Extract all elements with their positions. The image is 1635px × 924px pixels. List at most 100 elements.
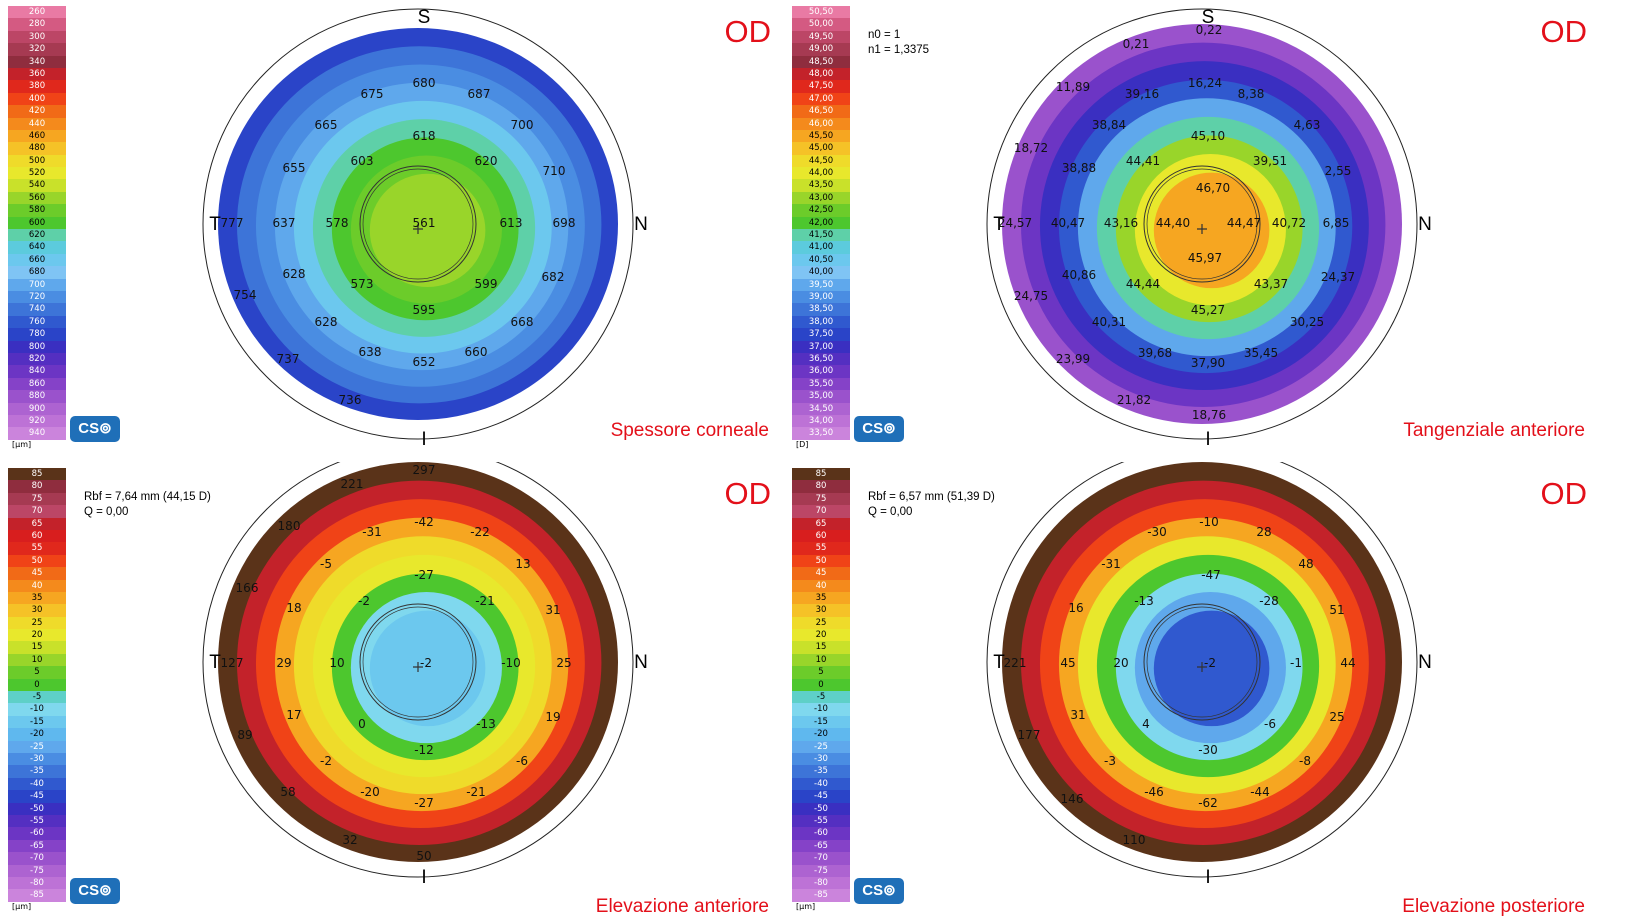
compass-superior: S: [1202, 7, 1215, 28]
scale-step: 20: [8, 629, 66, 642]
compass-temporal: T: [209, 652, 221, 673]
scale-step: -25: [792, 740, 850, 753]
map-value: 620: [475, 154, 498, 168]
map-value: 24,37: [1321, 270, 1355, 284]
compass-superior: S: [418, 462, 431, 466]
map-value: -6: [1264, 717, 1276, 731]
pupil-circle: [1143, 603, 1261, 721]
scale-step: 700: [8, 278, 66, 291]
map-value: 297: [413, 463, 436, 477]
map-value: 46,70: [1196, 181, 1230, 195]
color-scale: 85 80 75 70 65 60 55 50 45 40 35 30 25 20 15 10 5 0 -5 -10-…: [792, 468, 850, 902]
scale-step: 34,50: [792, 402, 850, 415]
map-value: -42: [414, 515, 434, 529]
scale-step: -75: [8, 864, 66, 877]
map-value: 38,88: [1062, 161, 1096, 175]
scale-step: 15: [792, 641, 850, 654]
map-value: 58: [280, 785, 295, 799]
map-value: -5: [320, 557, 332, 571]
map-value: -21: [466, 785, 486, 799]
bestfit-info: Rbf = 7,64 mm (44,15 D) Q = 0,00: [84, 490, 211, 520]
scale-step: 44,00: [792, 167, 850, 180]
scale-step: 35: [8, 591, 66, 605]
map-value: 599: [475, 277, 498, 291]
map-value: 31: [545, 603, 560, 617]
map-value: 51: [1329, 603, 1344, 617]
map-value: 44,47: [1227, 216, 1261, 230]
map-value: 29: [276, 656, 291, 670]
map-value: 30,25: [1290, 315, 1324, 329]
compass-temporal: T: [993, 652, 1005, 673]
scale-step: 25: [8, 616, 66, 630]
compass-nasal: N: [1418, 214, 1432, 235]
map-value: 754: [234, 288, 257, 302]
scale-step: 43,50: [792, 179, 850, 192]
scale-step: 40: [792, 579, 850, 592]
map-value: 18,76: [1192, 408, 1226, 422]
cso-logo: CS⊚: [70, 878, 120, 904]
map-value: 6,85: [1323, 216, 1350, 230]
map-value: 166: [236, 581, 259, 595]
map-value: -21: [475, 594, 495, 608]
map-title: Tangenziale anteriore: [1403, 420, 1585, 441]
map-value: -44: [1250, 785, 1270, 799]
scale-step: -35: [8, 765, 66, 778]
map-value: -6: [516, 754, 528, 768]
scale-step: 36,50: [792, 352, 850, 366]
scale-step: 47,50: [792, 80, 850, 93]
map-value: 18: [286, 601, 301, 615]
anterior-elevation-map: S N I T 297 221 -42 180 -31 -22 -5 -27 13 166 -2 -21 18 3…: [202, 462, 648, 888]
map-value: 23,99: [1056, 352, 1090, 366]
scale-step: 80: [792, 480, 850, 493]
map-value: -27: [414, 568, 434, 582]
map-value: -2: [420, 656, 432, 670]
scale-step: 20: [792, 629, 850, 642]
scale-step: -30: [792, 752, 850, 766]
scale-step: -25: [8, 740, 66, 753]
map-value: 16,24: [1188, 76, 1222, 90]
scale-step: 35,00: [792, 390, 850, 403]
color-scale: 260 280 300 320 340 360 380 400 420 440 460 480 500 5…: [8, 6, 66, 440]
scale-step: 60: [8, 529, 66, 543]
map-value: 668: [511, 315, 534, 329]
scale-unit: [μm]: [796, 902, 816, 911]
scale-step: -50: [8, 802, 66, 815]
map-value: 45,97: [1188, 251, 1222, 265]
map-value: 35,45: [1244, 346, 1278, 360]
scale-step: 580: [8, 204, 66, 217]
pupil-circle-inner: [1146, 606, 1258, 718]
eye-label: OD: [724, 476, 772, 511]
map-value: -2: [320, 754, 332, 768]
scale-unit: [μm]: [12, 440, 32, 449]
tangential-map: S N I T 0,21 0,22 11,89 16,24 39,16 8,38 38,84 45,1…: [986, 7, 1432, 450]
scale-step: 38,00: [792, 315, 850, 329]
scale-step: 880: [8, 390, 66, 403]
map-value: 10: [329, 656, 344, 670]
scale-step: 45: [792, 567, 850, 580]
map-value: 618: [413, 129, 436, 143]
scale-step: 900: [8, 402, 66, 415]
map-value: 89: [237, 728, 252, 742]
panel-posterior-elevation: 85 80 75 70 65 60 55 50 45 40 35 30 25 20 15 10 5 0 -5 -10-…: [784, 462, 1635, 922]
map-value: 710: [543, 164, 566, 178]
map-value: 221: [1004, 656, 1027, 670]
scale-step: 30: [792, 604, 850, 617]
map-band: [1153, 610, 1270, 727]
scale-step: 0: [8, 678, 66, 692]
map-value: 638: [359, 345, 382, 359]
scale-step: 800: [8, 340, 66, 353]
info-line: Q = 0,00: [84, 506, 129, 518]
map-value: 18,72: [1014, 141, 1048, 155]
scale-step: 40,00: [792, 266, 850, 279]
info-line: Rbf = 7,64 mm (44,15 D): [84, 491, 211, 503]
map-value: 24,57: [998, 216, 1032, 230]
map-value: 573: [351, 277, 374, 291]
scale-step: -85: [8, 889, 66, 902]
map-value: -46: [1144, 785, 1164, 799]
scale-step: 44,50: [792, 154, 850, 168]
scale-step: 320: [8, 43, 66, 56]
map-title: Elevazione posteriore: [1402, 896, 1585, 917]
map-value: 40,86: [1062, 268, 1096, 282]
bestfit-info: Rbf = 6,57 mm (51,39 D) Q = 0,00: [868, 490, 995, 520]
map-value: 44,44: [1126, 277, 1160, 291]
